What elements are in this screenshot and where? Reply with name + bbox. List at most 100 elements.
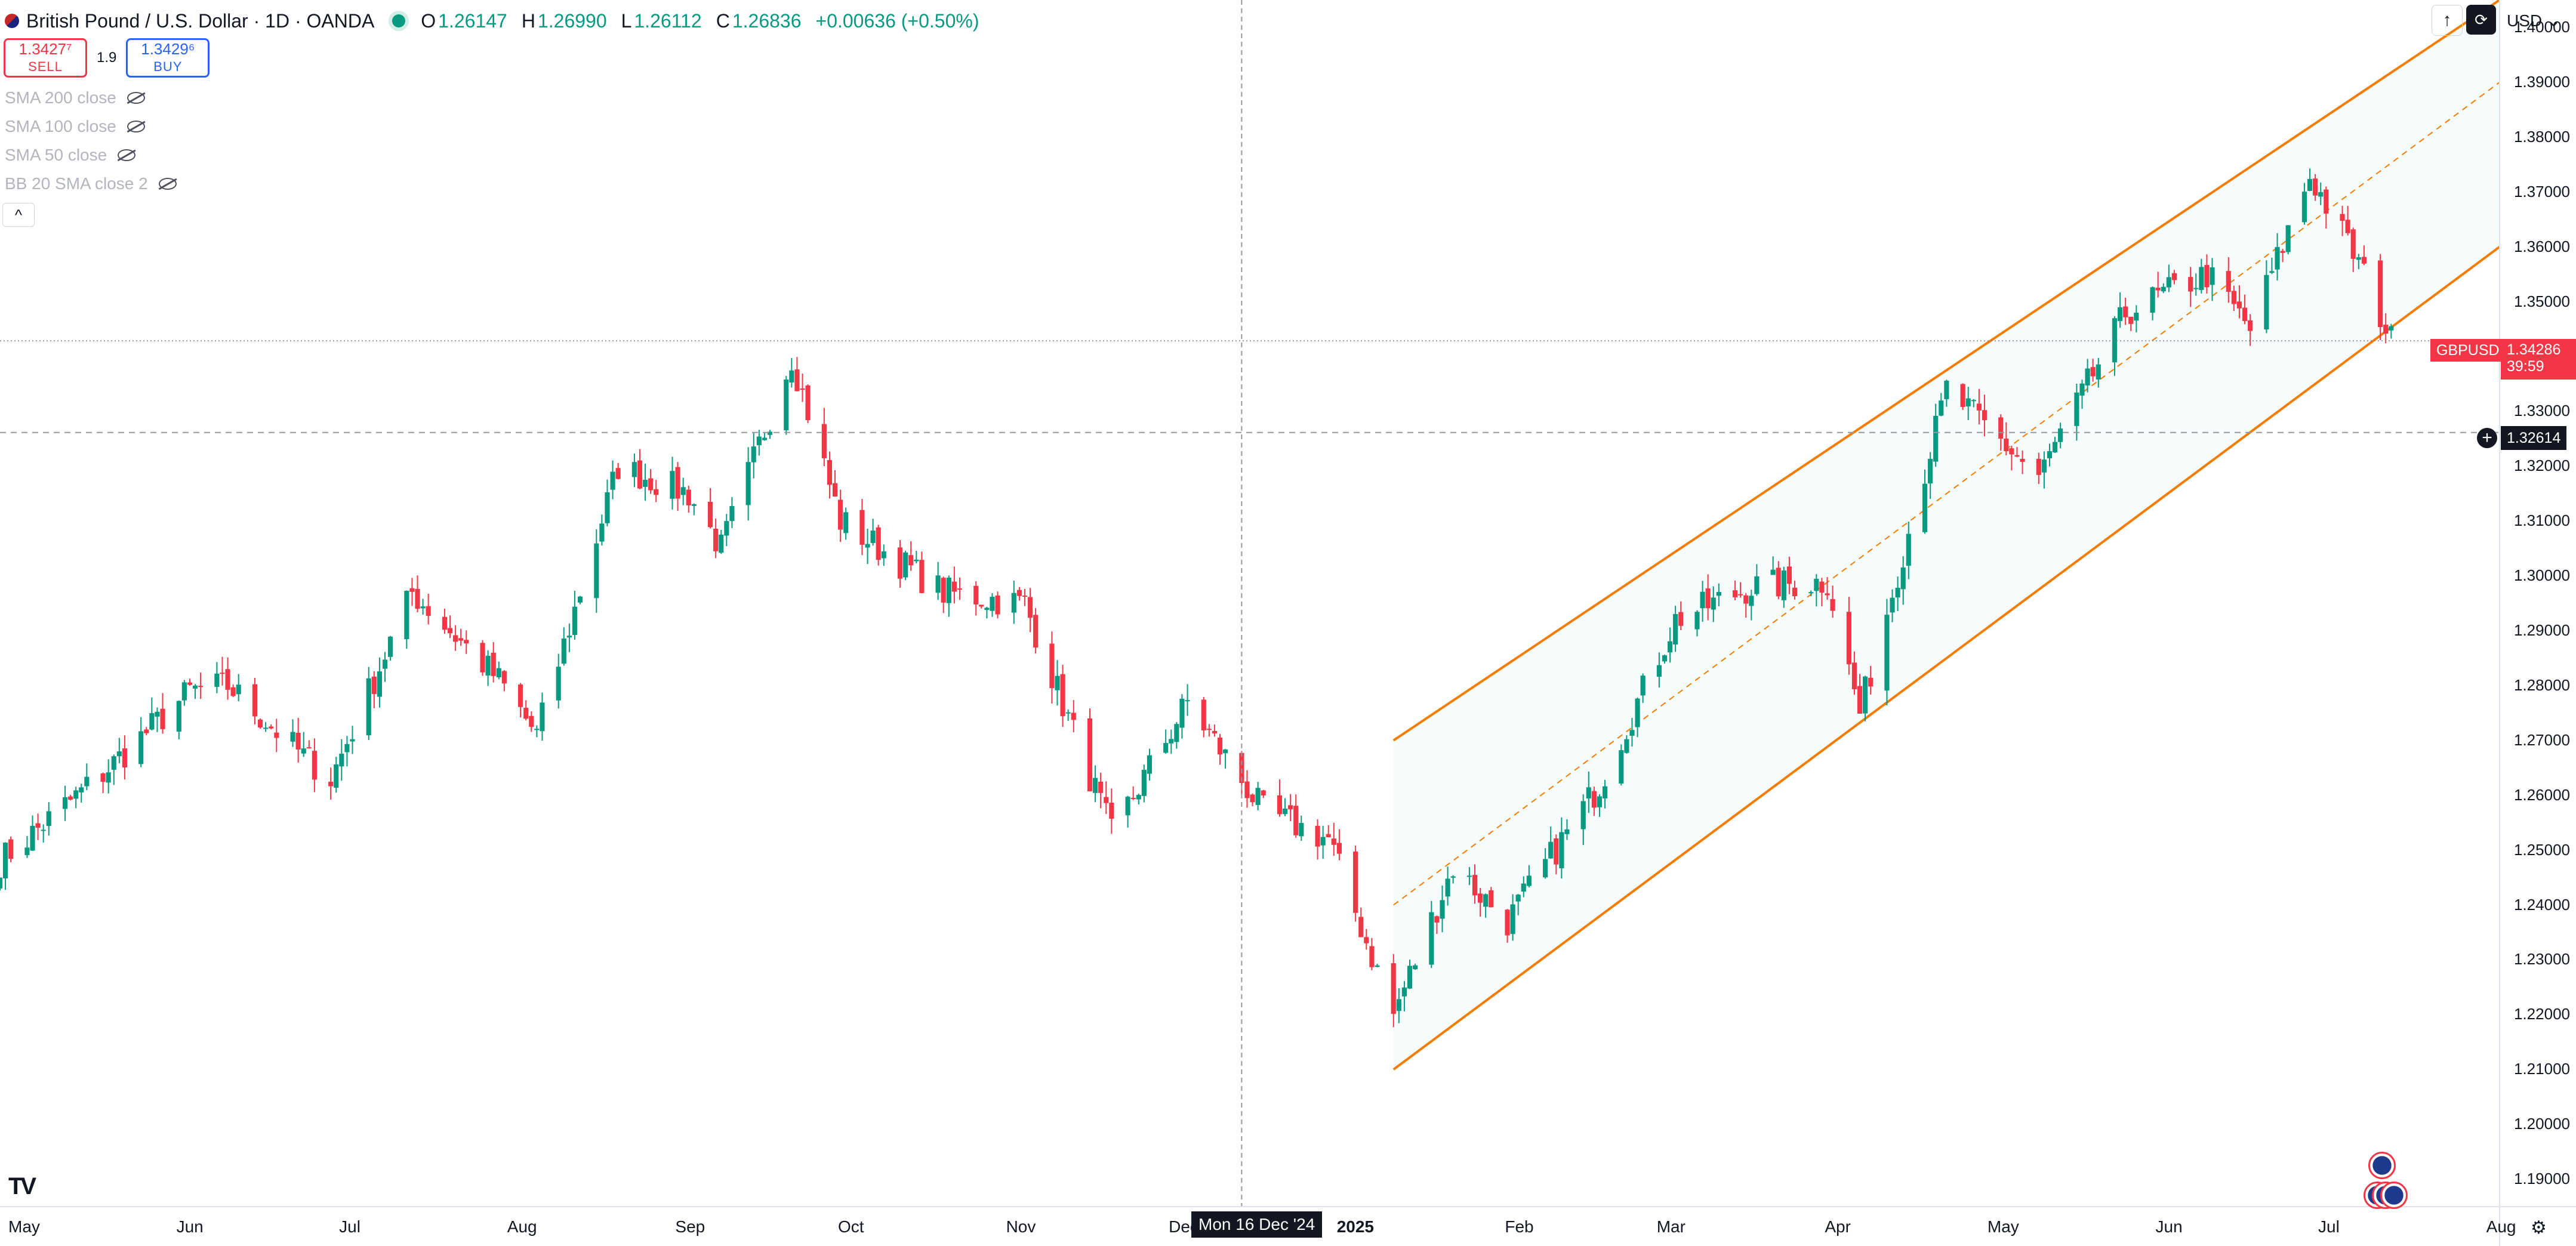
candle-body: [1320, 837, 1326, 846]
hidden-eye-icon[interactable]: [118, 149, 136, 161]
candle-body: [1223, 749, 1228, 754]
candle-body: [1353, 851, 1358, 913]
candle-body: [2020, 458, 2025, 462]
price-axis-label: 1.32000: [2514, 457, 2570, 475]
candle: [2356, 254, 2361, 270]
candle-body: [1478, 893, 1483, 903]
candle: [2301, 183, 2307, 225]
candle: [1011, 581, 1016, 624]
candle: [2112, 316, 2118, 376]
candle-body: [1786, 566, 1792, 584]
candle: [1554, 834, 1559, 875]
candle-body: [1141, 769, 1147, 796]
candle: [876, 525, 881, 566]
candle-body: [594, 543, 599, 599]
candle: [62, 785, 68, 821]
buy-button[interactable]: 1.3429⁶ BUY: [126, 38, 210, 78]
candle-body: [1261, 790, 1266, 796]
candle: [1738, 582, 1743, 598]
sell-button[interactable]: 1.3427⁷ SELL: [4, 38, 87, 78]
candle: [122, 735, 128, 780]
candle: [1071, 700, 1076, 733]
candle-body: [1093, 778, 1098, 793]
candle: [2340, 205, 2345, 236]
candle: [8, 836, 14, 862]
candle: [1624, 735, 1629, 754]
candle-body: [642, 480, 648, 487]
indicator-sma-50[interactable]: SMA 50 close: [5, 146, 136, 165]
candle: [225, 657, 230, 700]
hidden-eye-icon[interactable]: [158, 178, 177, 190]
candle: [230, 684, 236, 698]
candle-body: [1179, 698, 1185, 728]
indicator-sma-100[interactable]: SMA 100 close: [5, 117, 145, 136]
candle-body: [973, 585, 979, 605]
candle: [328, 767, 334, 800]
candle: [1364, 929, 1369, 950]
candle: [68, 794, 73, 801]
scroll-to-latest-button[interactable]: ↑: [2432, 5, 2463, 36]
candle-body: [1922, 483, 1928, 532]
candle-body: [176, 701, 181, 732]
candle: [800, 373, 805, 402]
us-flag-event-icon[interactable]: [2380, 1182, 2408, 1209]
channel-upper-line: [1392, 0, 2501, 742]
candle-body: [371, 676, 377, 694]
candle-body: [214, 673, 220, 687]
candle: [176, 700, 181, 740]
candle-body: [1700, 591, 1705, 609]
tradingview-logo-icon[interactable]: TV: [8, 1173, 36, 1199]
indicator-bb-20[interactable]: BB 20 SMA close 2: [5, 174, 177, 193]
candle: [637, 449, 643, 489]
candle-body: [2350, 229, 2356, 259]
hidden-eye-icon[interactable]: [127, 92, 145, 104]
candle: [1401, 981, 1407, 1011]
collapse-legend-button[interactable]: ^: [2, 203, 35, 227]
time-axis-label: Jun: [2155, 1217, 2183, 1236]
candle-body: [426, 606, 431, 616]
symbol-legend[interactable]: British Pound / U.S. Dollar · 1D · OANDA…: [5, 6, 979, 36]
candle: [1060, 665, 1065, 727]
candle: [420, 599, 426, 615]
candle: [1814, 574, 1819, 607]
candle-body: [464, 640, 469, 644]
price-axis-label: 1.36000: [2514, 237, 2570, 255]
candle-body: [274, 732, 279, 738]
hidden-eye-icon[interactable]: [127, 121, 145, 132]
candle-body: [263, 727, 269, 729]
indicator-sma-200[interactable]: SMA 200 close: [5, 88, 145, 107]
candle: [1391, 954, 1396, 1028]
candle-body: [1580, 801, 1586, 829]
candle-body: [1863, 676, 1868, 714]
candle-body: [1884, 615, 1890, 691]
price-axis-label: 1.35000: [2514, 292, 2570, 310]
candle-body: [1738, 594, 1743, 596]
candle: [2378, 254, 2383, 341]
time-axis-label: Oct: [837, 1217, 864, 1236]
candle: [252, 677, 258, 725]
candle-body: [1445, 878, 1450, 897]
symbol-title[interactable]: British Pound / U.S. Dollar · 1D · OANDA: [26, 10, 375, 32]
candle: [404, 590, 409, 649]
candle: [1965, 387, 1971, 421]
currency-selector[interactable]: USD ⌄: [2507, 11, 2561, 30]
gear-icon[interactable]: ⚙: [2531, 1218, 2547, 1238]
candle-body: [648, 478, 654, 491]
price-axis-label: 1.31000: [2514, 511, 2570, 530]
candle: [1521, 876, 1526, 898]
replay-button[interactable]: ⟳: [2466, 5, 2496, 35]
candle-body: [491, 652, 496, 676]
candle-body: [1586, 787, 1591, 799]
candle: [1586, 771, 1591, 813]
candle: [1429, 900, 1434, 969]
candle-body: [187, 682, 193, 685]
candle-body: [865, 544, 870, 548]
candle: [491, 641, 496, 683]
us-flag-event-icon[interactable]: [2368, 1152, 2396, 1179]
add-alert-plus-icon[interactable]: +: [2477, 428, 2497, 448]
candle: [1564, 819, 1570, 840]
candle: [2275, 233, 2280, 281]
candle-body: [382, 659, 388, 669]
candle: [762, 433, 768, 441]
